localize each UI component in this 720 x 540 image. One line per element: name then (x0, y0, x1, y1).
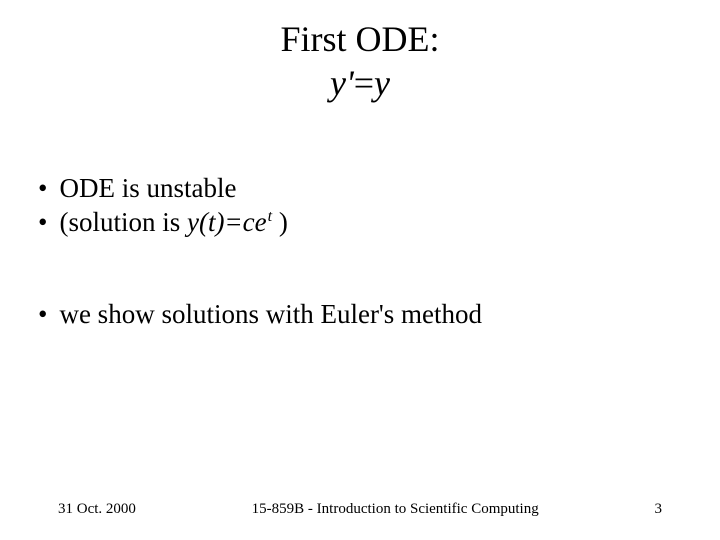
bullet-marker-icon: • (38, 206, 47, 240)
title-line-1: First ODE: (0, 18, 720, 60)
bullet-text: ODE is unstable (59, 172, 682, 206)
title-eq-lhs: y' (330, 63, 354, 103)
bullet-2-pre: (solution is (59, 207, 187, 237)
bullet-group-2: • we show solutions with Euler's method (38, 298, 682, 332)
footer-date: 31 Oct. 2000 (58, 501, 136, 518)
title-line-2: y'=y (0, 62, 720, 104)
title-eq-rhs: y (374, 63, 390, 103)
bullet-item: • we show solutions with Euler's method (38, 298, 682, 332)
slide-footer: 31 Oct. 2000 15-859B - Introduction to S… (0, 501, 720, 518)
footer-page-number: 3 (655, 501, 663, 518)
slide-title: First ODE: y'=y (0, 0, 720, 104)
bullet-text: (solution is y(t)=cet ) (59, 206, 682, 240)
bullet-marker-icon: • (38, 298, 47, 332)
bullet-text: we show solutions with Euler's method (59, 298, 682, 332)
bullet-item: • ODE is unstable (38, 172, 682, 206)
title-eq-eq: = (354, 63, 374, 103)
bullet-item: • (solution is y(t)=cet ) (38, 206, 682, 240)
footer-course: 15-859B - Introduction to Scientific Com… (136, 501, 655, 518)
bullet-group-1: • ODE is unstable • (solution is y(t)=ce… (38, 172, 682, 240)
bullet-2-post: ) (272, 207, 288, 237)
slide-body: • ODE is unstable • (solution is y(t)=ce… (0, 172, 720, 331)
bullet-2-formula: y(t)=ce (187, 207, 267, 237)
bullet-marker-icon: • (38, 172, 47, 206)
